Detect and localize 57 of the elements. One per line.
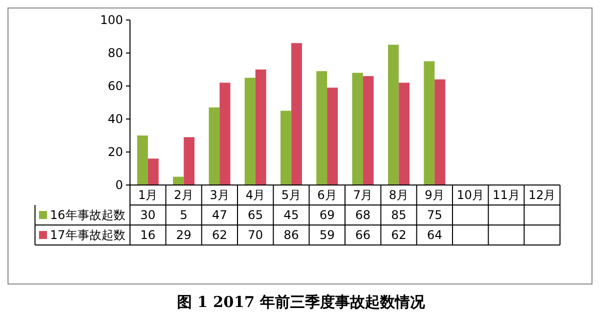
- bar: [137, 136, 148, 185]
- bar: [327, 88, 338, 185]
- x-tick-label: 6月: [317, 188, 337, 202]
- x-tick-label: 9月: [424, 188, 444, 202]
- x-tick-label: 4月: [246, 188, 266, 202]
- data-label: 65: [248, 208, 264, 222]
- data-label: 85: [391, 208, 406, 222]
- bar: [424, 61, 435, 185]
- x-tick-label: 12月: [528, 188, 556, 202]
- bar: [434, 79, 446, 185]
- x-tick-label: 11月: [492, 188, 520, 202]
- bar: [148, 158, 159, 185]
- bar: [291, 43, 302, 185]
- x-tick-label: 5月: [281, 188, 302, 202]
- data-label: 5: [180, 208, 188, 222]
- data-label: 29: [176, 228, 192, 242]
- x-tick-label: 3月: [210, 188, 230, 202]
- data-label: 62: [212, 228, 228, 242]
- x-tick-label: 10月: [456, 188, 484, 202]
- data-label: 59: [319, 228, 335, 242]
- data-label: 30: [140, 208, 156, 222]
- data-label: 69: [319, 208, 335, 222]
- bar: [220, 82, 230, 185]
- data-label: 68: [355, 208, 371, 222]
- bar: [352, 72, 363, 185]
- bar: [244, 78, 256, 185]
- text: 图 1 2017 年前三季度事故起数情况: [177, 293, 426, 311]
- data-label: 47: [212, 208, 228, 222]
- bar: [280, 110, 292, 185]
- y-tick-label: 100: [100, 13, 123, 28]
- data-label: 66: [355, 228, 371, 242]
- bar: [316, 71, 328, 185]
- data-label: 70: [248, 228, 264, 242]
- data-label: 62: [391, 228, 406, 242]
- data-label: 75: [426, 208, 442, 222]
- legend-label: 17年事故起数: [50, 228, 126, 242]
- data-label: 45: [284, 208, 299, 222]
- y-tick-label: 20: [108, 145, 123, 160]
- data-label: 64: [426, 228, 442, 242]
- bar: [362, 76, 374, 185]
- data-label: 16: [140, 228, 156, 242]
- bar: [184, 137, 194, 185]
- bar: [208, 107, 220, 185]
- legend-label: 16年事故起数: [50, 208, 126, 222]
- y-tick-label: 60: [108, 79, 123, 94]
- x-tick-label: 1月: [138, 188, 158, 202]
- y-tick-label: 80: [108, 46, 123, 60]
- bar: [255, 70, 266, 185]
- x-tick-label: 7月: [353, 188, 373, 202]
- y-tick-label: 0: [115, 178, 123, 192]
- bar: [388, 44, 399, 185]
- bar: [398, 82, 410, 185]
- x-tick-label: 8月: [388, 188, 409, 202]
- y-tick-label: 40: [108, 112, 123, 126]
- data-label: 86: [284, 228, 299, 242]
- bar: [173, 176, 184, 185]
- x-tick-label: 2月: [174, 188, 194, 202]
